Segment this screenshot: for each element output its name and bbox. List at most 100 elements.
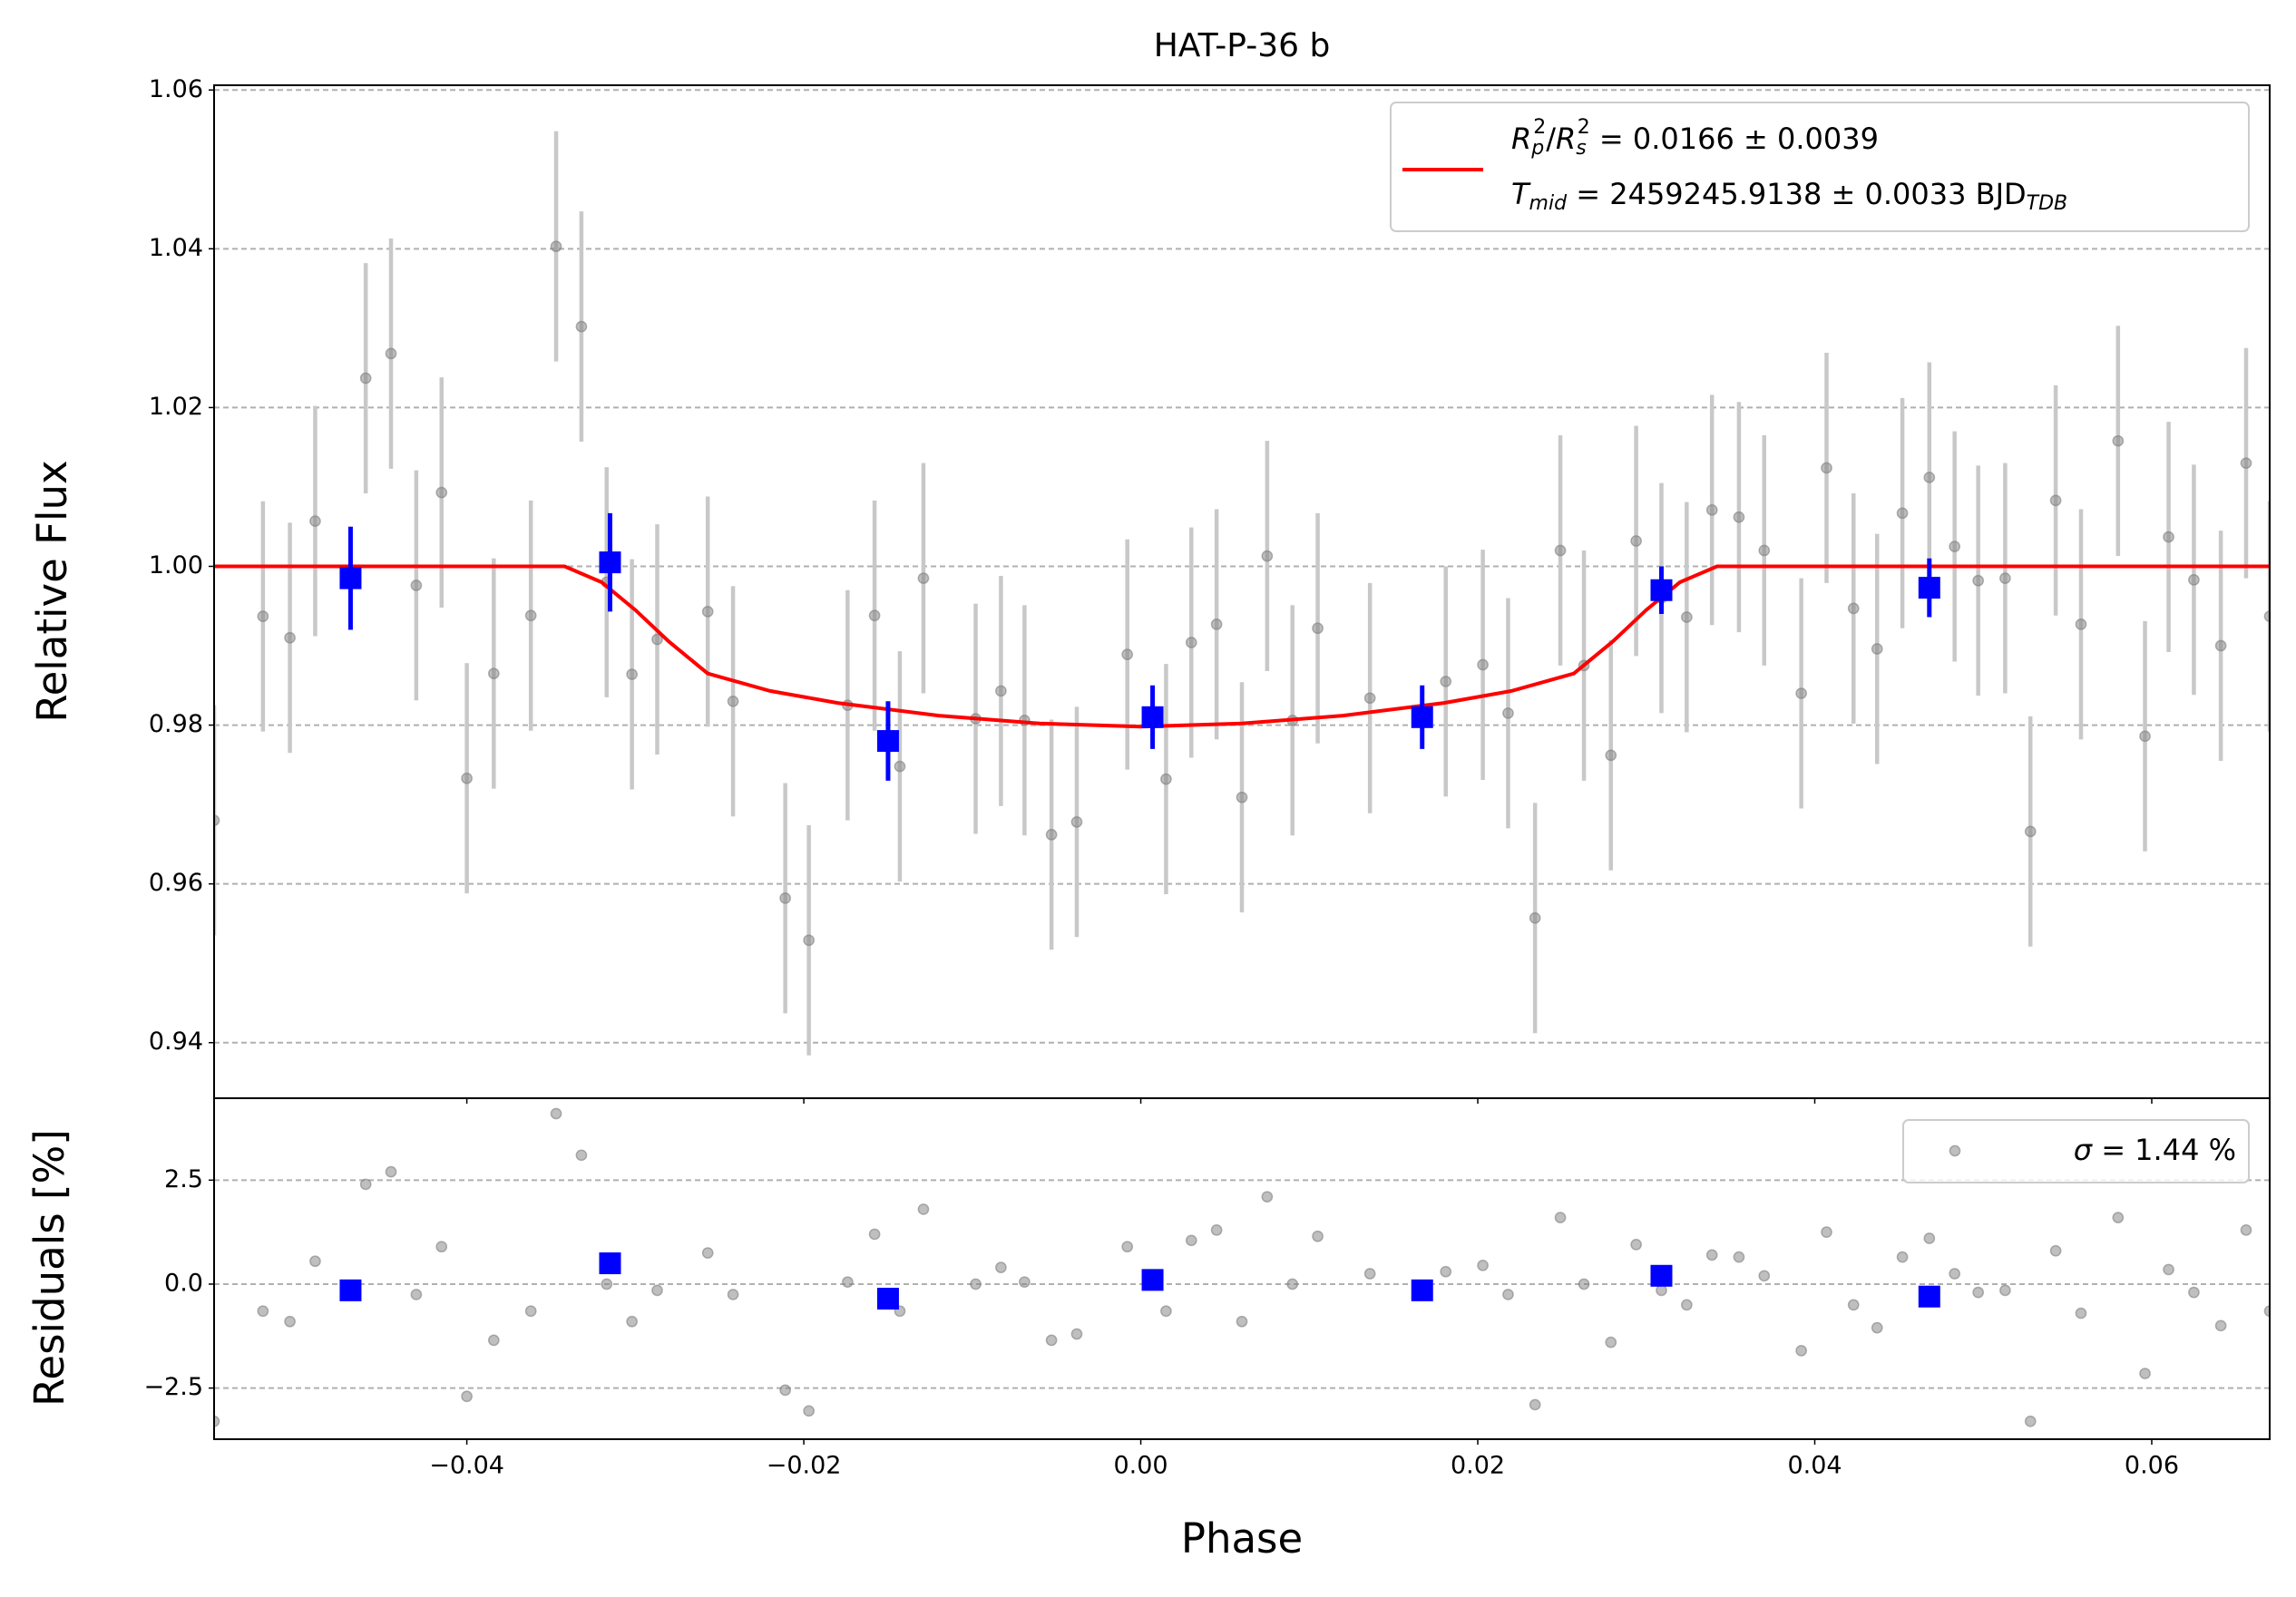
axes-frame — [213, 1097, 2271, 1440]
data-point — [2024, 825, 2037, 838]
legend-label: Tmid = 2459245.9138 ± 0.0033 BJDTDB — [1511, 177, 2067, 215]
data-point — [1554, 544, 1567, 557]
data-point — [2163, 531, 2174, 543]
x-tick-label: 0.04 — [1787, 1452, 1842, 1480]
data-point — [779, 1384, 792, 1397]
chart-title: HAT-P-36 b — [1154, 27, 1331, 64]
data-point — [1605, 749, 1617, 762]
data-point — [2240, 1224, 2252, 1236]
data-point — [1972, 574, 1985, 587]
data-point — [1312, 622, 1324, 635]
data-point — [626, 1315, 638, 1328]
legend-text: s — [1576, 137, 1586, 160]
data-point — [626, 668, 638, 680]
legend-label: Rp2/Rs2 = 0.0166 ± 0.0039 — [1511, 116, 1879, 160]
data-point — [1733, 1251, 1745, 1263]
data-point — [1949, 540, 1961, 552]
data-point — [1923, 472, 1936, 483]
data-point — [550, 1107, 562, 1120]
data-point — [1896, 507, 1909, 520]
y-tick-label: 0.94 — [149, 1027, 203, 1056]
x-tick-label: −0.04 — [429, 1452, 504, 1480]
data-point — [995, 1261, 1007, 1273]
data-point — [2240, 457, 2252, 470]
data-point — [1185, 1234, 1197, 1247]
data-point — [257, 1305, 269, 1318]
data-point — [1999, 1284, 2011, 1297]
y-tick-label: 0.0 — [164, 1269, 203, 1297]
binned-point — [1918, 577, 1940, 599]
data-point — [2163, 1263, 2174, 1276]
data-point — [410, 1289, 423, 1300]
data-point — [1999, 572, 2011, 584]
y-tick-label: 1.02 — [149, 393, 203, 421]
data-point — [2075, 1307, 2087, 1319]
data-point — [1529, 1398, 1541, 1411]
binned-point — [599, 551, 621, 574]
data-point — [1019, 1276, 1031, 1289]
data-point — [1045, 829, 1058, 841]
x-tick-label: 0.00 — [1113, 1452, 1168, 1480]
data-point — [487, 667, 500, 680]
data-point — [894, 760, 906, 773]
binned-point — [876, 730, 899, 753]
legend-text: p — [1530, 137, 1544, 160]
data-point — [461, 772, 473, 784]
legend-text: = 0.0166 ± 0.0039 — [1590, 122, 1879, 156]
data-point — [803, 934, 816, 947]
data-point — [385, 1165, 397, 1178]
x-tick-label: −0.02 — [767, 1452, 842, 1480]
x-tick-label: 0.06 — [2125, 1452, 2179, 1480]
data-point — [1045, 1334, 1058, 1347]
data-point — [1236, 791, 1248, 803]
data-point — [410, 579, 423, 591]
data-point — [2112, 434, 2125, 447]
data-point — [1210, 1224, 1223, 1236]
binned-point — [339, 567, 362, 589]
data-point — [1440, 1265, 1452, 1278]
binned-point — [876, 1288, 899, 1310]
data-point — [1923, 1232, 1936, 1244]
data-point — [868, 1228, 881, 1241]
top-plot — [214, 89, 2270, 1056]
data-point — [2139, 1368, 2151, 1379]
y-tick-label: 1.04 — [149, 234, 203, 262]
y-tick-label: 0.98 — [149, 710, 203, 738]
data-point — [1210, 618, 1223, 630]
data-point — [1896, 1251, 1909, 1263]
binned-point — [339, 1279, 362, 1301]
data-point — [2049, 1244, 2062, 1257]
data-point — [1795, 687, 1807, 699]
data-point — [1705, 1249, 1718, 1261]
data-point — [524, 609, 537, 622]
legend-text: = 2459245.9138 ± 0.0033 BJD — [1567, 177, 2027, 211]
data-point — [1949, 1268, 1961, 1280]
legend-text: 2 — [1578, 116, 1590, 139]
data-point — [1821, 1226, 1832, 1238]
data-point — [284, 1315, 296, 1328]
y-axis-label: Relative Flux — [28, 460, 76, 722]
axes: 0.94 0.96 0.98 1.00 1.02 1.04 1.06 −2.5 0.0 2.5 −0… — [143, 75, 2271, 1480]
legend-text: R — [1556, 122, 1576, 156]
data-point — [970, 1278, 982, 1290]
data-point — [214, 1415, 220, 1427]
data-point — [257, 610, 269, 622]
binned-point — [1918, 1285, 1940, 1308]
data-point — [1363, 1268, 1376, 1280]
legend-text: = 1.44 % — [2092, 1133, 2236, 1167]
binned-point — [1141, 1269, 1164, 1291]
data-point — [575, 320, 588, 333]
data-point — [1070, 1328, 1083, 1340]
data-point — [1261, 1191, 1274, 1203]
data-point — [601, 1278, 613, 1290]
data-point — [1121, 1241, 1134, 1253]
data-point — [1502, 1289, 1514, 1300]
data-point — [1440, 676, 1452, 687]
binned-point — [1650, 579, 1673, 601]
data-point — [803, 1405, 816, 1417]
data-point — [1185, 637, 1197, 648]
legend-text: T — [1511, 177, 1531, 211]
legend: Rp2/Rs2 = 0.0166 ± 0.0039 Tmid = 2459245… — [1390, 102, 2250, 232]
data-point — [1554, 1212, 1567, 1223]
data-point — [435, 486, 448, 499]
